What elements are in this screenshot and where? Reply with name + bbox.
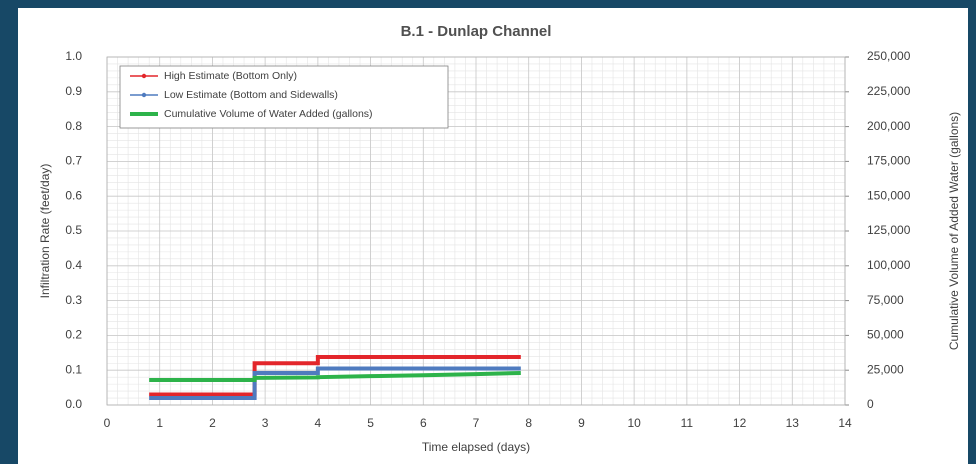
legend-marker (141, 92, 147, 98)
y2-tick-label: 75,000 (867, 293, 904, 307)
x-tick-label: 10 (627, 416, 641, 430)
y2-tick-label: 0 (867, 397, 874, 411)
plot-frame (106, 56, 846, 406)
y-tick-label: 0.6 (65, 188, 82, 202)
x-tick-label: 9 (578, 416, 585, 430)
series-line (149, 354, 521, 397)
y2-tick-label: 150,000 (867, 188, 911, 202)
y-tick-label: 0.5 (65, 223, 82, 237)
y2-tick-label: 50,000 (867, 328, 904, 342)
y-tick-label: 1.0 (65, 49, 82, 63)
legend-label: Cumulative Volume of Water Added (gallon… (164, 108, 373, 120)
y-tick-label: 0.0 (65, 397, 82, 411)
x-tick-label: 2 (209, 416, 216, 430)
x-tick-label: 6 (420, 416, 427, 430)
chart-title: B.1 - Dunlap Channel (401, 23, 552, 40)
legend-marker (141, 73, 147, 79)
x-tick-label: 8 (525, 416, 532, 430)
y-axis-label: Infiltration Rate (feet/day) (38, 164, 52, 299)
y-tick-label: 0.1 (65, 362, 82, 376)
y2-tick-label: 125,000 (867, 223, 911, 237)
y-tick-label: 0.2 (65, 328, 82, 342)
y2-tick-label: 250,000 (867, 49, 911, 63)
series-line (149, 370, 521, 382)
y-tick-label: 0.3 (65, 293, 82, 307)
x-tick-label: 12 (733, 416, 747, 430)
x-tick-label: 5 (367, 416, 374, 430)
x-tick-label: 14 (838, 416, 852, 430)
y2-axis-label: Cumulative Volume of Added Water (gallon… (947, 112, 961, 350)
y2-tick-label: 175,000 (867, 154, 911, 168)
y-tick-label: 0.4 (65, 258, 82, 272)
y-tick-label: 0.8 (65, 119, 82, 133)
x-tick-label: 11 (681, 416, 694, 430)
y-tick-label: 0.7 (65, 154, 82, 168)
x-tick-label: 13 (786, 416, 800, 430)
x-tick-label: 0 (104, 416, 111, 430)
y-tick-label: 0.9 (65, 84, 82, 98)
x-tick-label: 4 (315, 416, 322, 430)
series-line (149, 366, 521, 401)
legend-label: Low Estimate (Bottom and Sidewalls) (164, 89, 338, 101)
y2-tick-label: 100,000 (867, 258, 911, 272)
legend-box (119, 65, 449, 129)
x-tick-label: 3 (262, 416, 269, 430)
y2-tick-label: 200,000 (867, 119, 911, 133)
x-tick-label: 7 (473, 416, 480, 430)
y2-tick-label: 25,000 (867, 362, 904, 376)
x-tick-label: 1 (156, 416, 163, 430)
y2-tick-label: 225,000 (867, 84, 911, 98)
x-axis-label: Time elapsed (days) (422, 440, 530, 454)
legend-label: High Estimate (Bottom Only) (164, 70, 297, 82)
